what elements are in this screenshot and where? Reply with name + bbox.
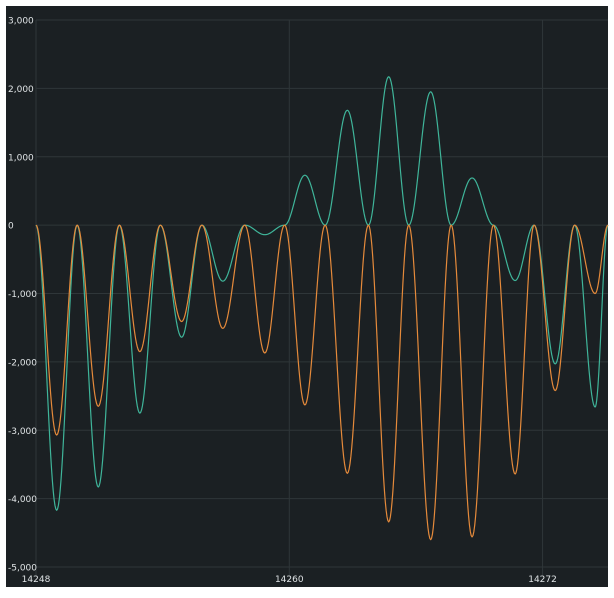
tick-labels: 3,000 2,000 1,000 0 -1,000 -2,000 -3,000 -4,000… <box>8 17 557 586</box>
y-tick-label: -1,000 <box>8 290 37 300</box>
grid-lines <box>35 19 608 575</box>
x-tick-label: 14272 <box>528 575 557 585</box>
x-tick-label: 14260 <box>275 575 304 585</box>
y-tick-label: 0 <box>8 222 14 232</box>
y-tick-label: -5,000 <box>8 564 37 574</box>
x-tick-label: 14248 <box>22 575 51 585</box>
y-tick-label: 2,000 <box>8 85 34 95</box>
y-tick-label: -2,000 <box>8 358 37 368</box>
chart-background <box>6 6 608 587</box>
y-tick-label: 1,000 <box>8 153 34 163</box>
y-tick-label: 3,000 <box>8 17 34 27</box>
y-tick-label: -3,000 <box>8 427 37 437</box>
y-tick-label: -4,000 <box>8 495 37 505</box>
series-lines <box>35 76 609 541</box>
series-line-2 <box>35 224 609 541</box>
